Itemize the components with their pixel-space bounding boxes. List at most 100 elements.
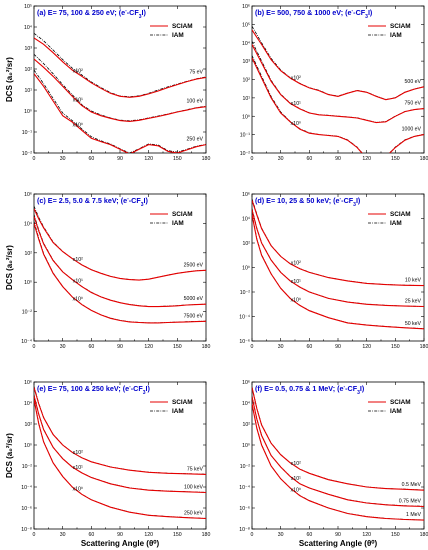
- series-line-sciam-1: [252, 29, 424, 101]
- series-line-iam-2: [252, 41, 424, 123]
- panel-title: (c) E= 2.5, 5.0 & 7.5 keV; (e--CF3I): [37, 196, 149, 208]
- series-line-sciam-1: [252, 200, 424, 287]
- y-tick-label: 10⁵: [242, 22, 250, 28]
- y-axis-label: DCS (a₀²/sr): [5, 245, 14, 290]
- x-tick-label: 120: [362, 344, 371, 350]
- x-tick-label: 90: [117, 344, 123, 350]
- panel-e: 0 30 60 90 120 150 180 10⁻⁸ 10⁻⁶ 10⁻⁴ 10⁻² 10⁰ 10² 10…: [5, 380, 210, 548]
- y-tick-label: 10²: [243, 422, 251, 428]
- x-tick-label: 30: [278, 344, 284, 350]
- x-tick-label: 150: [391, 156, 400, 162]
- y-tick-label: 10⁶: [24, 192, 32, 198]
- series-factor-label: x10¹: [291, 476, 301, 482]
- series-energy-label: 0.5 MeV: [402, 482, 422, 488]
- series-energy-label: 75 eV: [189, 69, 203, 75]
- legend-label-iam: IAM: [172, 220, 184, 227]
- x-tick-label: 90: [335, 344, 341, 350]
- series-factor-label: x10⁰: [73, 122, 83, 128]
- series-line-sciam-3: [34, 223, 206, 324]
- series-energy-label: 250 keV: [184, 511, 204, 517]
- y-tick-label: 10⁻⁸: [239, 527, 250, 533]
- y-tick-label: 10⁻¹: [240, 133, 251, 139]
- series-energy-label: 25 keV: [405, 299, 422, 305]
- series-line-iam-3: [34, 398, 206, 519]
- y-tick-label: 10⁻²: [240, 464, 251, 470]
- series-energy-label: 1000 eV: [402, 127, 422, 133]
- x-tick-label: 180: [420, 532, 428, 538]
- y-tick-label: 10⁰: [242, 443, 250, 449]
- y-tick-label: 10⁰: [24, 280, 32, 286]
- y-tick-label: 10³: [25, 46, 33, 52]
- y-tick-label: 10⁻²: [22, 310, 33, 316]
- series-line-iam-2: [34, 214, 206, 307]
- x-tick-label: 30: [278, 156, 284, 162]
- x-tick-label: 180: [420, 344, 428, 350]
- y-tick-label: 10⁴: [24, 25, 32, 31]
- x-tick-label: 60: [306, 156, 312, 162]
- series-factor-label: x10⁰: [73, 486, 83, 492]
- y-tick-label: 10⁴: [24, 401, 32, 407]
- y-tick-label: 10⁵: [24, 4, 32, 10]
- x-tick-label: 30: [60, 532, 66, 538]
- y-tick-label: 10³: [243, 59, 251, 65]
- series-energy-label: 75 keV: [187, 466, 204, 472]
- x-tick-label: 60: [88, 156, 94, 162]
- series-factor-label: x10⁰: [291, 121, 301, 127]
- x-tick-label: 0: [33, 532, 36, 538]
- legend-label-sciam: SCIAM: [390, 23, 411, 30]
- y-tick-label: 10⁻²: [240, 290, 251, 296]
- x-tick-label: 30: [60, 344, 66, 350]
- y-tick-label: 10⁻²: [22, 464, 33, 470]
- y-tick-label: 10⁻⁴: [21, 485, 32, 491]
- series-energy-label: 50 keV: [405, 321, 422, 327]
- series-line-sciam-3: [252, 214, 424, 330]
- x-tick-label: 90: [335, 532, 341, 538]
- panel-c: 0 30 60 90 120 150 180 10⁻⁴ 10⁻² 10⁰ 10² 10⁴ 10⁶ (c) …: [5, 192, 210, 350]
- x-tick-label: 60: [88, 532, 94, 538]
- panel-title: (e) E= 75, 100 & 250 keV; (e--CF3I): [37, 384, 151, 396]
- x-tick-label: 150: [173, 344, 182, 350]
- x-tick-label: 180: [420, 156, 428, 162]
- series-energy-label: 100 keV: [184, 484, 204, 490]
- series-factor-label: x10¹: [73, 279, 83, 285]
- y-tick-label: 10⁻⁴: [239, 315, 250, 321]
- series-energy-label: 5000 eV: [184, 296, 204, 302]
- series-line-sciam-2: [252, 44, 424, 124]
- series-factor-label: x10⁰: [291, 488, 301, 494]
- series-line-sciam-2: [34, 395, 206, 494]
- x-tick-label: 90: [117, 156, 123, 162]
- legend-label-sciam: SCIAM: [390, 399, 411, 406]
- y-tick-label: 10⁴: [242, 217, 250, 223]
- series-factor-label: x10¹: [291, 101, 301, 107]
- x-tick-label: 120: [144, 532, 153, 538]
- x-tick-label: 150: [391, 344, 400, 350]
- x-tick-label: 60: [306, 344, 312, 350]
- x-tick-label: 0: [33, 344, 36, 350]
- series-factor-label: x10⁰: [73, 297, 83, 303]
- series-factor-label: x10¹: [73, 465, 83, 471]
- x-tick-label: 30: [278, 532, 284, 538]
- series-line-iam-3: [252, 213, 424, 329]
- legend-label-sciam: SCIAM: [172, 211, 193, 218]
- legend-label-iam: IAM: [390, 408, 402, 415]
- y-tick-label: 10⁴: [242, 41, 250, 47]
- y-tick-label: 10⁻⁴: [239, 485, 250, 491]
- panel-title: (b) E= 500, 750 & 1000 eV; (e--CF3I): [255, 8, 373, 20]
- y-axis-label: DCS (a₀²/sr): [5, 433, 14, 478]
- x-tick-label: 90: [335, 156, 341, 162]
- x-tick-label: 120: [362, 156, 371, 162]
- y-tick-label: 10²: [243, 78, 251, 84]
- series-factor-label: x10²: [291, 461, 301, 467]
- y-tick-label: 10⁰: [24, 109, 32, 115]
- x-tick-label: 60: [306, 532, 312, 538]
- x-axis-label: Scattering Angle (θ⁰): [81, 539, 160, 548]
- legend-label-iam: IAM: [390, 220, 402, 227]
- x-tick-label: 90: [117, 532, 123, 538]
- x-tick-label: 30: [60, 156, 66, 162]
- series-energy-label: 100 eV: [187, 99, 204, 105]
- y-tick-label: 10²: [25, 422, 33, 428]
- series-line-sciam-2: [34, 58, 206, 122]
- x-tick-label: 150: [391, 532, 400, 538]
- y-tick-label: 10⁻⁶: [239, 339, 250, 345]
- series-factor-label: x10⁰: [291, 297, 301, 303]
